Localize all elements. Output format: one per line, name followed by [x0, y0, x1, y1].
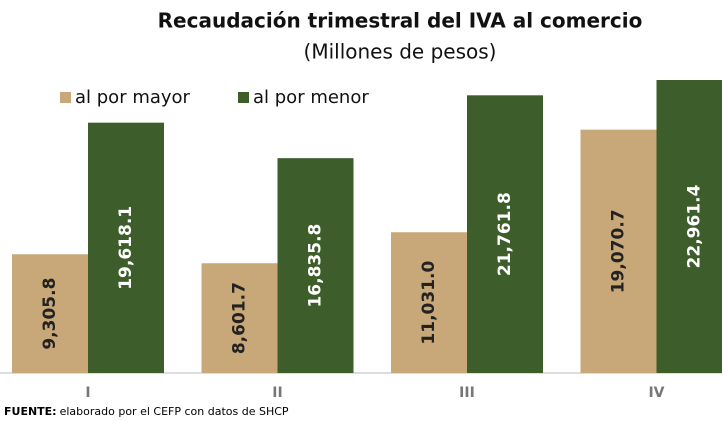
chart-subtitle: (Millones de pesos) — [304, 40, 497, 64]
value-label: 16,835.8 — [306, 224, 326, 308]
bar — [12, 254, 88, 373]
chart-title: Recaudación trimestral del IVA al comerc… — [158, 9, 643, 33]
source-text: elaborado por el CEFP con datos de SHCP — [60, 405, 289, 418]
value-label: 11,031.0 — [419, 261, 439, 345]
value-label: 22,961.4 — [685, 184, 705, 268]
legend-swatch — [238, 92, 249, 103]
source-note: FUENTE: elaborado por el CEFP con datos d… — [4, 405, 289, 418]
bar — [467, 95, 543, 373]
bar — [88, 122, 164, 374]
x-tick-label: I — [85, 385, 90, 401]
value-label: 19,618.1 — [116, 206, 136, 290]
bar — [656, 80, 722, 373]
x-tick-label: IV — [648, 385, 664, 401]
bar — [201, 263, 278, 373]
legend-label: al por mayor — [75, 87, 191, 108]
source-label: FUENTE: — [4, 405, 57, 418]
bar — [277, 158, 354, 373]
x-tick-label: II — [272, 385, 282, 401]
value-label: 9,305.8 — [40, 278, 60, 350]
value-label: 21,761.8 — [495, 192, 515, 276]
value-label: 8,601.7 — [230, 282, 250, 354]
x-tick-label: III — [459, 385, 475, 401]
bar — [580, 129, 657, 373]
legend-swatch — [60, 92, 71, 103]
bar — [391, 232, 467, 373]
legend-label: al por menor — [253, 87, 369, 108]
value-label: 19,070.7 — [609, 209, 629, 293]
